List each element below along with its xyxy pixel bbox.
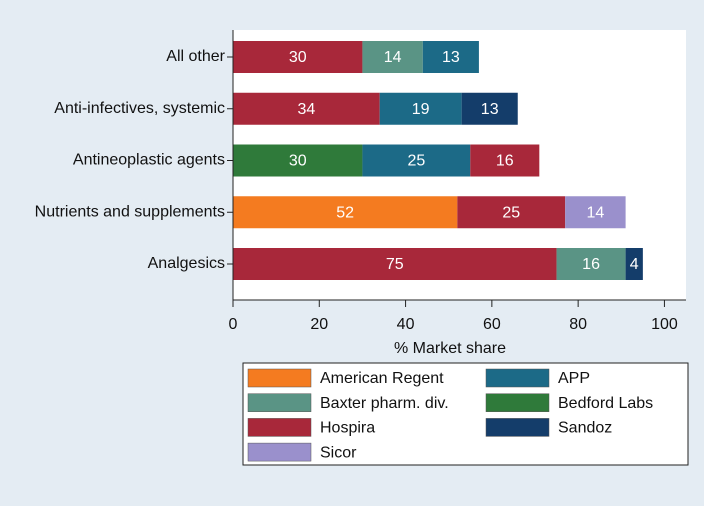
y-tick-label: Nutrients and supplements bbox=[35, 203, 225, 220]
data-label: 30 bbox=[289, 153, 307, 170]
data-label: 4 bbox=[630, 256, 639, 273]
data-label: 14 bbox=[587, 204, 605, 221]
bar-segment bbox=[362, 144, 471, 177]
y-tick-label: Anti-infectives, systemic bbox=[54, 100, 225, 117]
data-label: 75 bbox=[386, 256, 404, 273]
data-label: 19 bbox=[412, 101, 430, 118]
y-tick-label: Analgesics bbox=[148, 255, 225, 272]
bar-segment bbox=[233, 92, 380, 125]
bar-segment bbox=[379, 92, 462, 125]
legend-swatch bbox=[247, 418, 312, 437]
y-tick-label: Antineoplastic agents bbox=[73, 152, 225, 169]
bar-segment bbox=[457, 196, 566, 229]
data-label: 30 bbox=[289, 49, 307, 66]
data-label: 25 bbox=[407, 153, 425, 170]
x-tick-label: 60 bbox=[483, 316, 501, 333]
legend-label: Hospira bbox=[320, 420, 375, 437]
data-label: 13 bbox=[481, 101, 499, 118]
data-label: 34 bbox=[297, 101, 315, 118]
legend-label: American Regent bbox=[320, 370, 444, 387]
data-label: 13 bbox=[442, 49, 460, 66]
x-tick-label: 40 bbox=[397, 316, 415, 333]
bar-segment bbox=[470, 144, 540, 177]
bar-segment bbox=[422, 41, 479, 73]
legend-swatch bbox=[247, 368, 312, 388]
bar-segment bbox=[233, 248, 557, 280]
data-label: 16 bbox=[496, 153, 514, 170]
bar-segment bbox=[461, 92, 518, 125]
y-tick-label: All other bbox=[166, 48, 225, 65]
legend-swatch bbox=[485, 368, 550, 388]
data-label: 14 bbox=[384, 49, 402, 66]
bar-segment bbox=[233, 144, 363, 177]
legend-label: Sicor bbox=[320, 444, 357, 461]
data-label: 25 bbox=[502, 204, 520, 221]
legend-swatch bbox=[485, 418, 550, 437]
legend-swatch bbox=[247, 442, 312, 462]
legend bbox=[242, 362, 689, 466]
bar-segment bbox=[565, 196, 626, 229]
legend-swatch bbox=[247, 393, 312, 412]
x-tick-label: 20 bbox=[310, 316, 328, 333]
legend-swatch bbox=[485, 393, 550, 412]
legend-label: Baxter pharm. div. bbox=[320, 395, 449, 412]
bar-segment bbox=[625, 248, 643, 280]
bar-segment bbox=[362, 41, 423, 73]
bar-segment bbox=[233, 196, 458, 229]
x-tick-label: 0 bbox=[229, 316, 238, 333]
x-axis-title: % Market share bbox=[394, 340, 506, 357]
legend-label: Bedford Labs bbox=[558, 395, 653, 412]
bar-segment bbox=[233, 41, 363, 73]
x-tick-label: 100 bbox=[651, 316, 678, 333]
data-label: 52 bbox=[336, 204, 354, 221]
legend-label: Sandoz bbox=[558, 420, 612, 437]
x-tick-label: 80 bbox=[569, 316, 587, 333]
legend-label: APP bbox=[558, 370, 590, 387]
data-label: 16 bbox=[582, 256, 600, 273]
bar-segment bbox=[556, 248, 626, 280]
